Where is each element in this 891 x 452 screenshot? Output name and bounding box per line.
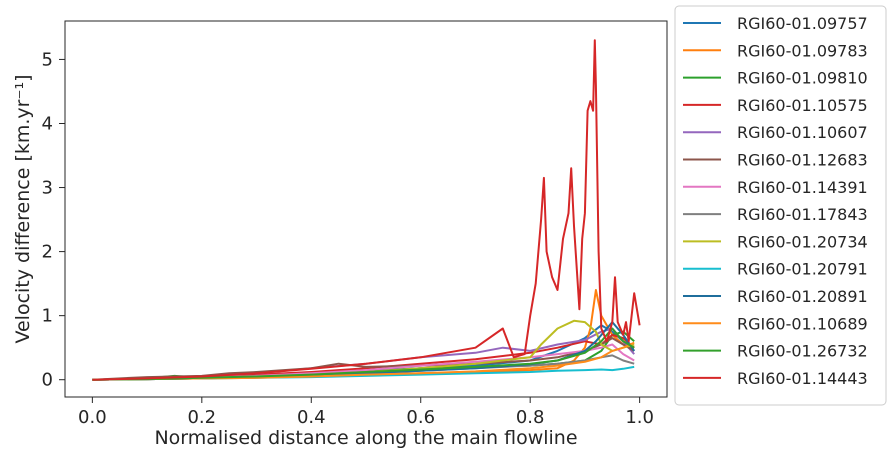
y-axis-label: Velocity difference [km.yr⁻¹] [12, 74, 34, 343]
legend-label: RGI60-01.12683 [737, 151, 868, 170]
y-tick-label: 5 [42, 49, 53, 70]
plot-area [92, 39, 641, 381]
y-tick-label: 2 [42, 242, 53, 263]
legend-label: RGI60-01.14443 [737, 369, 868, 388]
legend-label: RGI60-01.09783 [737, 41, 868, 60]
legend-label: RGI60-01.10689 [737, 314, 868, 333]
y-tick-label: 4 [42, 113, 53, 134]
x-tick-label: 0.0 [78, 407, 107, 428]
x-tick-label: 0.6 [406, 407, 435, 428]
legend-label: RGI60-01.26732 [737, 342, 868, 361]
legend: RGI60-01.09757 RGI60-01.09783 RGI60-01.098… [674, 5, 887, 406]
x-tick-label: 1.0 [625, 407, 654, 428]
x-axis-label: Normalised distance along the main flowl… [154, 427, 577, 449]
legend-label: RGI60-01.14391 [737, 178, 868, 197]
y-tick-label: 3 [42, 178, 53, 199]
legend-label: RGI60-01.09810 [737, 69, 868, 88]
legend-label: RGI60-01.09757 [737, 14, 868, 33]
series-line-14 [92, 39, 641, 381]
legend-label: RGI60-01.10607 [737, 123, 868, 142]
legend-label: RGI60-01.20791 [737, 260, 868, 279]
x-tick-label: 0.2 [187, 407, 216, 428]
y-axis: 0 1 2 3 4 5 [42, 49, 65, 391]
axes-frame [64, 20, 668, 398]
legend-label: RGI60-01.20734 [737, 232, 868, 251]
legend-label: RGI60-01.10575 [737, 96, 868, 115]
x-axis: 0.0 0.2 0.4 0.6 0.8 1.0 [78, 397, 654, 428]
x-tick-label: 0.8 [516, 407, 545, 428]
legend-label: RGI60-01.20891 [737, 287, 868, 306]
y-tick-label: 1 [42, 306, 53, 327]
legend-box [674, 5, 887, 406]
y-tick-label: 0 [42, 370, 53, 391]
x-tick-label: 0.4 [297, 407, 326, 428]
legend-label: RGI60-01.17843 [737, 205, 868, 224]
